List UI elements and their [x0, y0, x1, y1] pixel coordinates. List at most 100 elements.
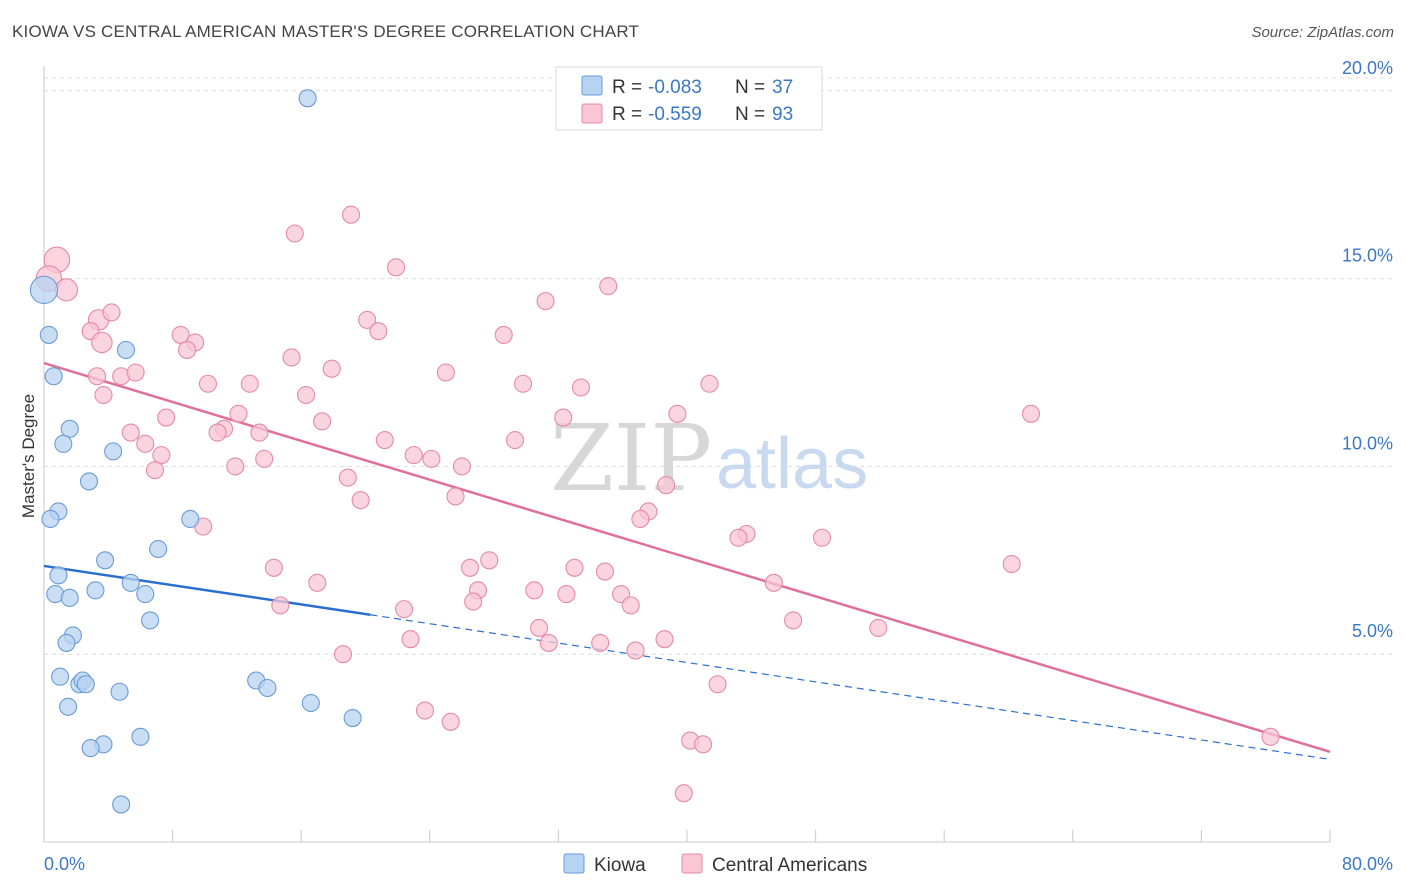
central-americans-point	[296, 385, 316, 405]
central-americans-point	[121, 423, 140, 442]
series-legend: Kiowa Central Americans	[563, 853, 867, 876]
central-americans-point	[668, 404, 687, 423]
stats-swatch-central-americans	[581, 103, 603, 124]
central-americans-point	[565, 558, 584, 577]
kiowa-point	[41, 509, 60, 529]
central-americans-point	[525, 581, 544, 600]
central-americans-point	[333, 645, 353, 664]
central-americans-point	[554, 408, 573, 427]
central-americans-point	[869, 618, 888, 637]
kiowa-point	[60, 588, 79, 607]
central-americans-point	[308, 573, 327, 592]
kiowa-point	[258, 678, 277, 698]
stats-r-label: R =	[612, 104, 642, 125]
y-tick-label: 5.0%	[1352, 621, 1393, 641]
kiowa-point	[136, 585, 155, 604]
kiowa-point	[60, 419, 79, 438]
central-americans-point	[91, 331, 113, 354]
central-americans-point	[694, 735, 713, 754]
legend-swatch-central-americans	[681, 853, 703, 874]
kiowa-point	[116, 340, 136, 360]
central-americans-point	[460, 558, 480, 577]
stats-n-value-central-americans: 93	[772, 104, 793, 125]
x-tick-label-max: 80.0%	[1342, 854, 1393, 874]
central-americans-point	[729, 528, 748, 547]
data-points	[29, 89, 1280, 814]
central-americans-point	[351, 491, 370, 510]
kiowa-point	[86, 581, 105, 600]
stats-n-value-kiowa: 37	[772, 77, 793, 98]
stats-n-label: N =	[735, 104, 765, 125]
kiowa-point	[298, 89, 317, 108]
central-americans-point	[599, 277, 618, 296]
kiowa-trend-line	[43, 564, 371, 616]
central-americans-point	[513, 374, 533, 393]
watermark: ZIP atlas	[550, 405, 868, 512]
stats-r-value-kiowa: -0.083	[648, 77, 702, 98]
central-americans-point	[369, 322, 388, 341]
legend-label-kiowa: Kiowa	[594, 855, 646, 876]
kiowa-point	[54, 434, 73, 453]
central-americans-point	[708, 675, 727, 694]
central-americans-point	[87, 367, 107, 386]
central-americans-point	[171, 325, 190, 344]
central-americans-point	[595, 562, 615, 581]
kiowa-point	[121, 573, 140, 592]
central-americans-point	[178, 340, 197, 360]
central-americans-point	[631, 509, 650, 529]
central-americans-point	[240, 374, 259, 393]
central-americans-point	[404, 446, 423, 465]
central-americans-point	[422, 449, 441, 468]
x-tick-label-min: 0.0%	[44, 854, 85, 874]
legend-label-central-americans: Central Americans	[712, 855, 867, 876]
central-americans-point	[536, 292, 555, 311]
central-americans-point	[539, 633, 558, 652]
kiowa-point	[44, 367, 63, 386]
kiowa-point	[343, 708, 362, 728]
central-americans-point	[285, 224, 304, 243]
stats-legend: R = -0.083 N = 37 R = -0.559 N = 93	[555, 66, 823, 131]
central-americans-point	[1261, 727, 1280, 746]
source-credit: Source: ZipAtlas.com	[1251, 24, 1394, 41]
central-americans-point	[657, 476, 676, 495]
kiowa-point	[96, 551, 115, 570]
y-tick-label: 15.0%	[1342, 246, 1393, 266]
central-americans-point	[54, 278, 79, 302]
central-americans-point	[338, 468, 357, 487]
central-americans-point	[401, 630, 420, 649]
kiowa-point	[79, 472, 99, 491]
kiowa-point	[76, 675, 95, 694]
central-americans-point	[415, 701, 435, 720]
y-axis-title: Master's Degree	[19, 394, 38, 518]
kiowa-point	[29, 275, 59, 305]
kiowa-point	[39, 325, 58, 344]
kiowa-point	[131, 727, 150, 746]
central-americans-point	[764, 573, 783, 592]
legend-swatch-kiowa	[563, 853, 585, 874]
stats-n-label: N =	[735, 77, 765, 98]
central-americans-point	[358, 310, 377, 329]
central-americans-point	[322, 359, 341, 378]
kiowa-point	[104, 442, 123, 461]
kiowa-point	[49, 566, 68, 585]
central-americans-point	[157, 408, 176, 427]
central-americans-point	[152, 446, 171, 465]
central-americans-point	[126, 363, 145, 382]
central-americans-point	[250, 423, 269, 442]
central-americans-point	[271, 596, 290, 615]
central-americans-point	[441, 712, 460, 731]
axes	[43, 66, 1331, 843]
y-tick-label: 20.0%	[1342, 58, 1393, 78]
central-americans-point	[505, 431, 525, 450]
central-americans-point	[102, 303, 121, 322]
kiowa-trend-extension	[370, 614, 1331, 760]
central-americans-point	[1021, 404, 1041, 423]
kiowa-point	[57, 633, 76, 652]
central-americans-point	[446, 487, 465, 506]
central-americans-point	[621, 596, 640, 615]
central-americans-point	[626, 641, 645, 660]
central-americans-point	[145, 461, 164, 480]
central-americans-point	[386, 258, 406, 277]
central-americans-point	[530, 618, 549, 637]
